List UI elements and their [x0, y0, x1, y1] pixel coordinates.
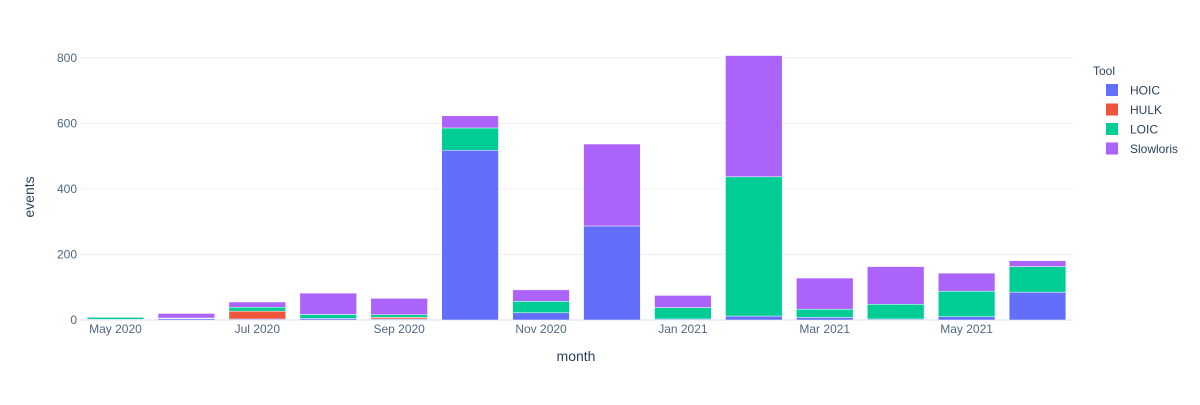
bar-segment-slowloris[interactable]	[370, 298, 428, 316]
bar-segment-slowloris[interactable]	[441, 115, 499, 129]
bar-segment-slowloris[interactable]	[654, 295, 712, 308]
bar-segment-hoic[interactable]	[937, 316, 996, 321]
y-tick-label: 800	[57, 51, 77, 65]
bar-segment-hoic[interactable]	[796, 317, 854, 321]
bar-segment-slowloris[interactable]	[937, 272, 996, 292]
y-tick-label: 0	[70, 313, 77, 327]
bar-segment-loic[interactable]	[654, 307, 712, 320]
bar-segment-loic[interactable]	[441, 127, 499, 151]
legend-swatch	[1106, 123, 1118, 135]
bar-segment-slowloris[interactable]	[512, 289, 570, 302]
bar-segment-slowloris[interactable]	[1008, 260, 1067, 267]
bar-segment-hoic[interactable]	[441, 149, 499, 321]
legend-item-hoic[interactable]: HOIC	[1106, 84, 1160, 98]
bar-segment-slowloris[interactable]	[796, 277, 854, 310]
x-tick-label: May 2020	[89, 322, 142, 336]
bar-segment-slowloris[interactable]	[583, 143, 641, 227]
x-axis-title: month	[557, 348, 596, 364]
bar-segment-loic[interactable]	[725, 176, 783, 317]
bar-segment-loic[interactable]	[867, 304, 925, 320]
legend-swatch	[1106, 142, 1118, 155]
x-tick-label: Jul 2020	[235, 322, 281, 336]
legend-label: Slowloris	[1130, 142, 1178, 156]
bar-segment-loic[interactable]	[937, 290, 996, 317]
legend-item-loic[interactable]: LOIC	[1106, 123, 1158, 137]
legend-swatch	[1106, 103, 1118, 116]
bar-segment-slowloris[interactable]	[228, 301, 286, 308]
x-tick-label: Nov 2020	[515, 322, 567, 336]
y-tick-label: 400	[57, 182, 77, 196]
legend-title: Tool	[1093, 64, 1115, 78]
bar-segment-hoic[interactable]	[512, 312, 570, 321]
bar-segment-loic[interactable]	[370, 314, 428, 318]
axes: 0 200 400 600 800 May 2020 Jul 2020 Sep 2020 Nov…	[57, 51, 993, 336]
bar-segment-hulk[interactable]	[228, 310, 286, 320]
legend-item-slowloris[interactable]: Slowloris	[1106, 142, 1178, 156]
bar-segment-hoic[interactable]	[725, 315, 783, 321]
bar-segment-slowloris[interactable]	[725, 55, 783, 178]
bars	[86, 55, 1067, 321]
bar-segment-loic[interactable]	[299, 314, 357, 319]
legend: Tool HOIC HULK LOIC Slowloris	[1093, 64, 1178, 156]
y-tick-label: 600	[57, 116, 77, 130]
bar-segment-loic[interactable]	[228, 306, 286, 312]
bar-segment-loic[interactable]	[512, 301, 570, 314]
bar-segment-loic[interactable]	[1008, 266, 1067, 293]
x-tick-label: Jan 2021	[658, 322, 708, 336]
bar-segment-slowloris[interactable]	[299, 292, 357, 315]
bar-segment-loic[interactable]	[796, 308, 854, 318]
x-tick-label: May 2021	[940, 322, 993, 336]
legend-label: HOIC	[1130, 84, 1160, 98]
bar-segment-hoic[interactable]	[583, 225, 641, 321]
y-axis-title: events	[21, 176, 37, 217]
bar-segment-loic[interactable]	[86, 317, 145, 320]
legend-item-hulk[interactable]: HULK	[1106, 103, 1162, 117]
legend-label: HULK	[1130, 103, 1162, 117]
y-tick-label: 200	[57, 247, 77, 261]
bar-segment-slowloris[interactable]	[867, 266, 925, 305]
x-tick-label: Mar 2021	[799, 322, 850, 336]
bar-segment-hoic[interactable]	[1008, 291, 1067, 321]
bar-segment-slowloris[interactable]	[157, 313, 216, 319]
legend-swatch	[1106, 84, 1118, 96]
legend-label: LOIC	[1130, 123, 1158, 137]
x-tick-label: Sep 2020	[373, 322, 425, 336]
